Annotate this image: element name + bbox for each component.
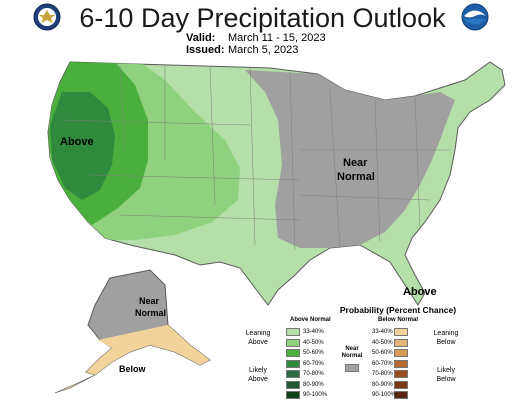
florida-above-label: Above [403, 286, 437, 298]
legend-below-swatch [394, 370, 408, 378]
issued-date: March 5, 2023 [228, 44, 299, 56]
legend-above-swatch [286, 328, 300, 336]
legend-below-range-label: 80-90% [372, 381, 393, 388]
legend-above-range-label: 50-60% [303, 350, 324, 356]
issued-label: Issued: [186, 44, 225, 56]
noaa-logo-icon [461, 3, 489, 31]
above-60-70-region [50, 92, 115, 200]
legend-below-range-label: 33-40% [372, 329, 393, 335]
alaska-below-region [86, 325, 210, 375]
valid-line: Valid: March 11 - 15, 2023 [186, 32, 326, 44]
legend-likely-above-line2: Above [248, 376, 268, 383]
valid-label: Valid: [186, 32, 216, 44]
legend-above-swatch [286, 338, 300, 347]
map-title: 6-10 Day Precipitation Outlook [79, 3, 446, 33]
legend-below-header: Below Normal [378, 317, 419, 323]
legend-likely-above: Likely Above [240, 366, 276, 384]
legend-below-swatch [394, 338, 408, 347]
legend-leaning-below: Leaning Below [428, 329, 464, 347]
legend-near-swatch [345, 364, 359, 372]
legend-below-swatch [394, 380, 408, 389]
legend-near-line1: Near [345, 346, 359, 352]
legend-below-range-label: 90-100% [372, 392, 397, 398]
legend-leaning-below-line1: Leaning [433, 330, 459, 337]
state-borders [59, 64, 450, 251]
legend-near-label: Near Normal [336, 346, 368, 360]
alaska-below-label: Below [119, 364, 147, 374]
legend-likely-below-line1: Likely [437, 367, 455, 374]
legend-above-swatch [286, 349, 300, 357]
legend-above-range-label: 70-80% [303, 371, 324, 377]
legend-near-line2: Normal [341, 353, 363, 359]
legend-leaning-above: Leaning Above [240, 329, 276, 347]
legend-below-range-label: 50-60% [372, 350, 393, 356]
legend-below-swatch [394, 349, 408, 357]
near-normal-region [245, 70, 455, 248]
legend-above-header: Above Normal [290, 317, 331, 323]
legend-above-range-label: 60-70% [303, 360, 324, 367]
west-above-label: Above [60, 136, 94, 148]
legend-likely-below: Likely Below [428, 366, 464, 384]
alaska-near-label-1: Near [139, 296, 160, 306]
midwest-near-label-1: Near [343, 157, 368, 169]
legend-title: Probability (Percent Chance) [339, 305, 457, 315]
legend-above-range-label: 40-50% [303, 339, 324, 346]
legend-below-range-label: 40-50% [372, 339, 393, 346]
legend-below-range-label: 70-80% [372, 371, 393, 377]
legend-below-swatch [394, 391, 408, 399]
aleutian-islands [54, 374, 96, 394]
doc-seal-icon [33, 3, 61, 31]
legend-above-range-label: 80-90% [303, 381, 324, 388]
alaska-near-label-2: Normal [135, 308, 166, 318]
legend-above-range-label: 90-100% [303, 392, 328, 398]
legend-leaning-above-line1: Leaning [245, 330, 271, 337]
legend-below-swatch [394, 328, 408, 336]
legend-below-range-label: 60-70% [372, 360, 393, 367]
legend-leaning-below-line2: Below [436, 339, 456, 346]
legend-likely-above-line1: Likely [249, 367, 267, 374]
legend-above-swatch [286, 380, 300, 389]
legend-above-range-label: 33-40% [303, 329, 324, 335]
midwest-near-label-2: Normal [337, 171, 375, 183]
legend-below-swatch [394, 359, 408, 368]
legend-above-swatch [286, 370, 300, 378]
legend-leaning-above-line2: Above [248, 339, 268, 346]
valid-dates: March 11 - 15, 2023 [228, 32, 326, 44]
legend-likely-below-line2: Below [436, 376, 456, 383]
issued-line: Issued: March 5, 2023 [186, 44, 298, 56]
legend-above-swatch [286, 391, 300, 399]
legend-above-swatch [286, 359, 300, 368]
